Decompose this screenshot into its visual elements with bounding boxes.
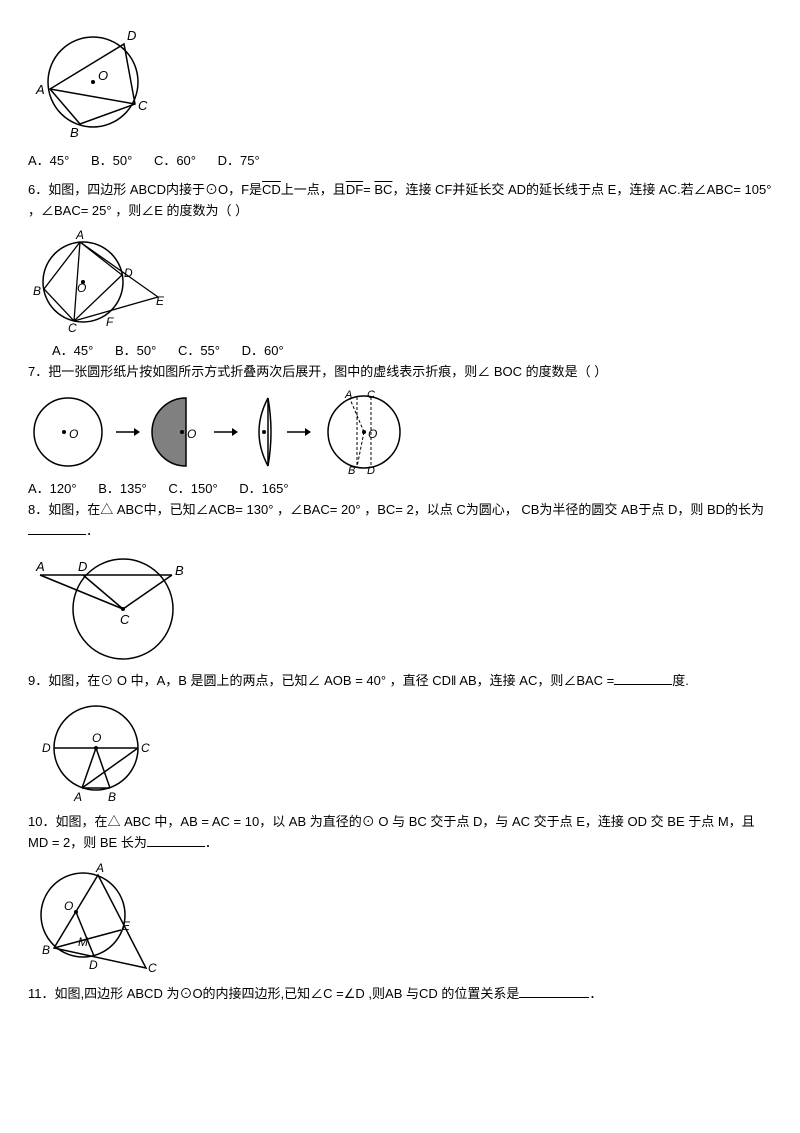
q7-step2: O — [146, 392, 206, 472]
q7-step4: O A C B D — [317, 389, 407, 475]
q6-arc3: BC — [374, 182, 392, 197]
q6-svg: O A B C D F E — [28, 227, 188, 337]
q9-svg: O D C A B — [28, 698, 168, 808]
svg-text:F: F — [106, 315, 114, 329]
q6-t2: 上一点，且 — [281, 182, 346, 197]
svg-text:D: D — [78, 559, 87, 574]
q10-blank — [147, 833, 205, 847]
svg-text:A: A — [35, 559, 45, 574]
q5-figure: O A B C D — [28, 22, 772, 147]
q5-opt-d: D．75° — [218, 151, 260, 172]
q7-t1: 7．把一张圆形纸片按如图所示方式折叠两次后展开，图中的虚线表示折痕，则∠ BOC… — [28, 364, 607, 379]
q6-text: 6．如图，四边形 ABCD内接于⊙O，F是CD上一点，且DF= BC，连接 CF… — [28, 180, 772, 222]
svg-text:C: C — [138, 98, 148, 113]
q7-step1: O — [28, 392, 108, 472]
svg-text:D: D — [89, 958, 98, 972]
svg-text:B: B — [70, 125, 79, 140]
svg-text:O: O — [98, 68, 108, 83]
svg-text:B: B — [42, 943, 50, 957]
svg-text:B: B — [175, 563, 184, 578]
q11-t1: 11．如图,四边形 ABCD 为⊙O的内接四边形,已知∠C =∠D ,则AB 与… — [28, 986, 519, 1001]
q9-t1: 9．如图，在⊙ O 中，A，B 是圆上的两点，已知∠ AOB = 40° ，直径… — [28, 673, 614, 688]
q6-opt-a: A．45° — [52, 341, 93, 362]
arrow-icon — [212, 422, 238, 442]
q6-arc2: DF — [346, 182, 363, 197]
svg-text:A: A — [75, 228, 84, 242]
q7-options: A．120° B．135° C．150° D．165° — [28, 479, 772, 500]
q10-figure: A B C D E M O — [28, 860, 772, 980]
q6-arc1: CD — [262, 182, 281, 197]
q9-blank — [614, 671, 672, 685]
svg-text:C: C — [120, 612, 130, 627]
svg-text:O: O — [69, 427, 78, 441]
svg-text:C: C — [367, 389, 375, 401]
svg-text:C: C — [148, 961, 157, 975]
q7-step3 — [244, 392, 279, 472]
q7-figure: O O O A C B D — [28, 389, 772, 475]
q9-figure: O D C A B — [28, 698, 772, 808]
svg-text:O: O — [77, 281, 86, 295]
q5-svg: O A B C D — [28, 22, 158, 147]
svg-text:O: O — [187, 427, 196, 441]
q7-opt-b: B．135° — [98, 479, 147, 500]
q11-text: 11．如图,四边形 ABCD 为⊙O的内接四边形,已知∠C =∠D ,则AB 与… — [28, 984, 772, 1005]
svg-text:A: A — [95, 861, 104, 875]
q6-opt-b: B．50° — [115, 341, 156, 362]
svg-text:O: O — [92, 731, 101, 745]
q5-opt-b: B．50° — [91, 151, 132, 172]
q10-text: 10．如图，在△ ABC 中，AB = AC = 10，以 AB 为直径的⊙ O… — [28, 812, 772, 854]
q7-opt-a: A．120° — [28, 479, 77, 500]
svg-text:D: D — [367, 465, 375, 475]
svg-text:C: C — [141, 741, 150, 755]
q7-text: 7．把一张圆形纸片按如图所示方式折叠两次后展开，图中的虚线表示折痕，则∠ BOC… — [28, 362, 772, 383]
q6-opt-c: C．55° — [178, 341, 220, 362]
q10-t1: 10．如图，在△ ABC 中，AB = AC = 10，以 AB 为直径的⊙ O… — [28, 814, 755, 850]
q5-opt-c: C．60° — [154, 151, 196, 172]
svg-text:M: M — [78, 935, 88, 949]
q8-text: 8．如图，在△ ABC中，已知∠ACB= 130° ，∠BAC= 20° ，BC… — [28, 500, 772, 542]
svg-text:B: B — [108, 790, 116, 804]
svg-text:O: O — [368, 427, 377, 441]
q8-svg: A D B C — [28, 547, 208, 667]
q9-t2: 度. — [672, 673, 689, 688]
svg-text:A: A — [73, 790, 82, 804]
q5-opt-a: A．45° — [28, 151, 69, 172]
arrow-icon — [114, 422, 140, 442]
svg-text:B: B — [348, 465, 355, 475]
q7-opt-d: D．165° — [239, 479, 288, 500]
q6-t3: = — [363, 182, 371, 197]
svg-text:C: C — [68, 321, 77, 335]
q6-options: A．45° B．50° C．55° D．60° — [28, 341, 772, 362]
q8-t: 8．如图，在△ ABC中，已知∠ACB= 130° ，∠BAC= 20° ，BC… — [28, 502, 764, 517]
svg-text:A: A — [344, 389, 352, 401]
q6-figure: O A B C D F E — [28, 227, 772, 337]
svg-text:E: E — [122, 919, 131, 933]
arrow-icon — [285, 422, 311, 442]
q9-text: 9．如图，在⊙ O 中，A，B 是圆上的两点，已知∠ AOB = 40° ，直径… — [28, 671, 772, 692]
q8-figure: A D B C — [28, 547, 772, 667]
svg-text:B: B — [33, 284, 41, 298]
q8-blank — [28, 521, 86, 535]
svg-text:D: D — [42, 741, 51, 755]
q6-t1: 6．如图，四边形 ABCD内接于⊙O，F是 — [28, 182, 262, 197]
q11-blank — [519, 984, 589, 998]
svg-text:O: O — [64, 899, 73, 913]
svg-text:D: D — [127, 28, 136, 43]
q5-options: A．45° B．50° C．60° D．75° — [28, 151, 772, 172]
q7-opt-c: C．150° — [168, 479, 217, 500]
q6-opt-d: D．60° — [242, 341, 284, 362]
q10-svg: A B C D E M O — [28, 860, 168, 980]
svg-text:A: A — [35, 82, 45, 97]
